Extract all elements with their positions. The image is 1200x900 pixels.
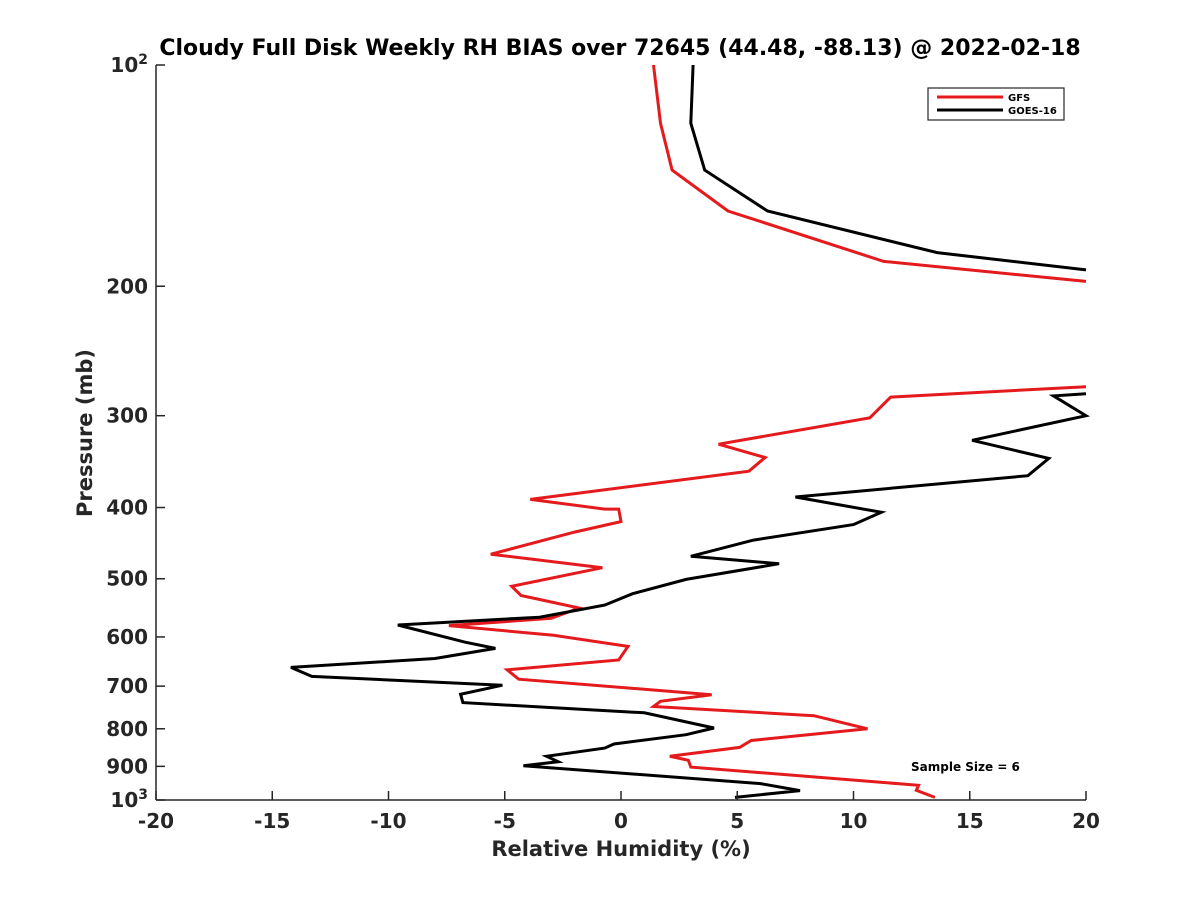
y-tick-label: 700	[106, 674, 148, 698]
plot-area	[290, 64, 1090, 799]
y-tick-label: 800	[106, 717, 148, 741]
sample-size-annotation: Sample Size = 6	[911, 760, 1020, 774]
x-tick-label: 5	[730, 809, 744, 833]
x-tick-label: -20	[138, 809, 174, 833]
y-tick-label: 900	[106, 754, 148, 778]
series-line-gfs	[448, 64, 1087, 799]
y-tick-label: 500	[106, 567, 148, 591]
legend-box	[927, 87, 1065, 121]
x-tick-label: 20	[1072, 809, 1100, 833]
legend-label: GOES-16	[1008, 106, 1057, 117]
x-tick-label: 10	[840, 809, 868, 833]
y-tick-label: 600	[106, 625, 148, 649]
y-axis: 102 200 300 400 500 600 700 800 900 103	[106, 52, 165, 812]
x-tick-label: -10	[370, 809, 406, 833]
x-tick-label: 15	[956, 809, 984, 833]
y-tick-label: 103	[110, 787, 148, 812]
y-tick-label: 102	[110, 52, 148, 77]
series-line-goes-16	[290, 64, 1090, 799]
legend: GFS GOES-16	[927, 87, 1065, 121]
chart-title: Cloudy Full Disk Weekly RH BIAS over 726…	[159, 36, 1080, 61]
y-tick-label: 400	[106, 496, 148, 520]
x-tick-label: 0	[614, 809, 628, 833]
y-tick-label: 200	[106, 274, 148, 298]
x-tick-label: -5	[494, 809, 516, 833]
y-axis-label: Pressure (mb)	[73, 349, 97, 517]
legend-label: GFS	[1008, 93, 1030, 104]
x-tick-label: -15	[254, 809, 290, 833]
y-tick-label: 300	[106, 404, 148, 428]
x-axis: -20 -15 -10 -5 0 5 10 15 20	[138, 791, 1100, 833]
x-axis-label: Relative Humidity (%)	[491, 837, 750, 861]
